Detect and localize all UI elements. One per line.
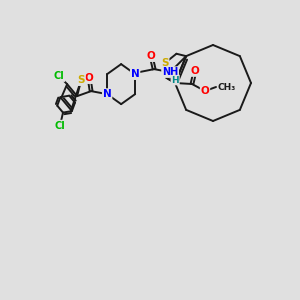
Text: O: O <box>201 86 209 96</box>
Text: O: O <box>147 51 155 61</box>
Text: H: H <box>171 76 179 85</box>
Text: N: N <box>103 89 112 99</box>
Text: NH: NH <box>162 67 178 77</box>
Text: CH₃: CH₃ <box>218 82 236 91</box>
Text: Cl: Cl <box>54 71 64 81</box>
Text: S: S <box>77 75 85 85</box>
Text: Cl: Cl <box>55 121 65 130</box>
Text: O: O <box>85 73 94 83</box>
Text: O: O <box>190 66 200 76</box>
Text: S: S <box>161 58 169 68</box>
Text: N: N <box>131 69 140 79</box>
